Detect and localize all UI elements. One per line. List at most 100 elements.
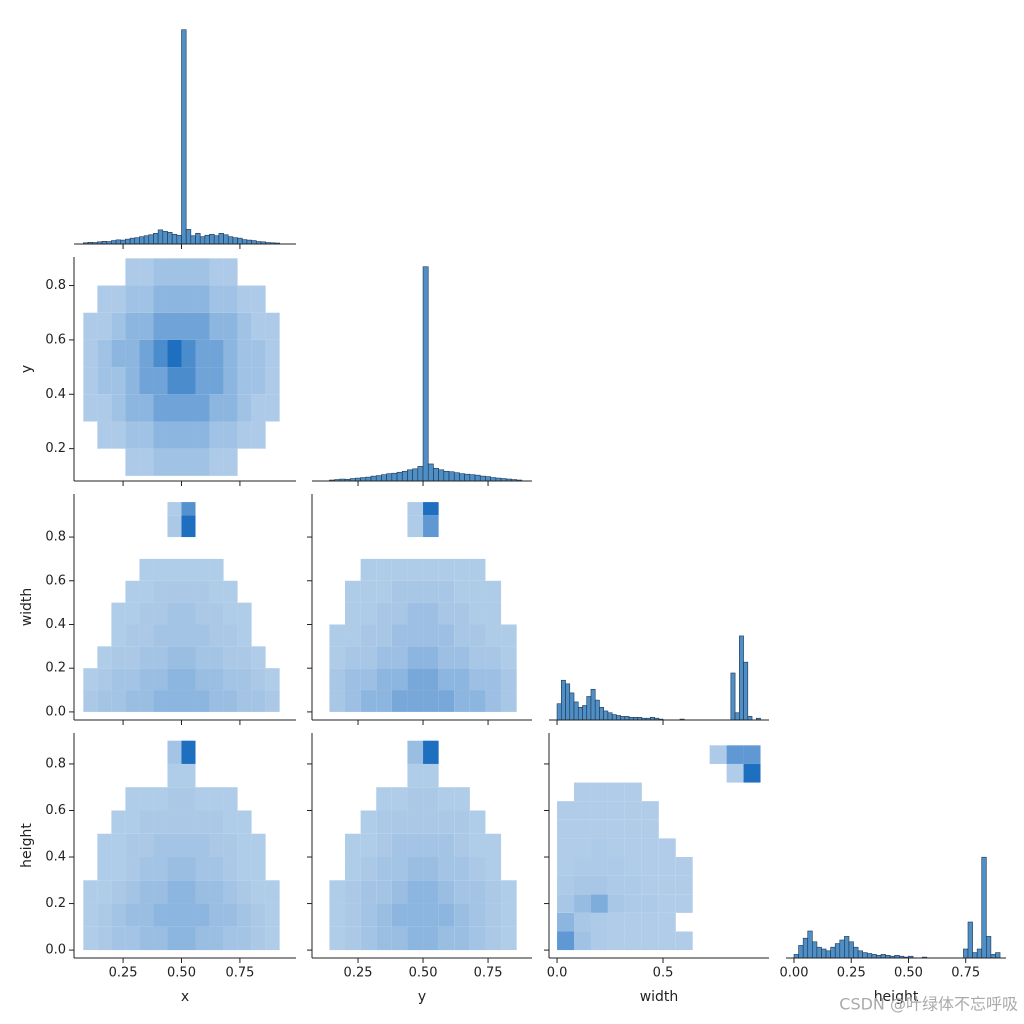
hist2d-cell — [139, 339, 154, 368]
hist2d-cell — [407, 668, 424, 691]
y-tick-label: 0.4 — [45, 850, 66, 865]
hist2d-cell — [361, 537, 377, 559]
hist2d-cell — [181, 367, 196, 395]
x-tick-label: 0.25 — [109, 966, 138, 981]
hist2d-cell — [727, 931, 744, 950]
hist2d-cell — [641, 838, 659, 858]
hist2d-cell — [642, 783, 659, 802]
hist2d-cell — [407, 646, 424, 669]
hist2d-cell — [196, 502, 210, 515]
hist2d-cell — [97, 690, 112, 712]
hist2d-cell — [167, 810, 182, 834]
hist2d-cell — [407, 857, 424, 881]
hist2d-cell — [153, 690, 168, 712]
hist2d-cell — [675, 857, 693, 876]
hist2d-cell — [423, 903, 439, 927]
hist2d-cell — [83, 367, 98, 395]
hist2d-cell — [97, 515, 111, 537]
hist2d-cell — [329, 668, 346, 691]
hist2d-cell — [125, 537, 139, 559]
hist2d-cell — [314, 581, 330, 603]
hist2d-cell — [391, 558, 408, 581]
hist2d-cell — [209, 857, 224, 881]
hist2d-cell — [237, 312, 252, 340]
hist2d-cell — [501, 810, 517, 833]
hist2d-cell — [329, 834, 345, 857]
hist2d-cell — [345, 559, 361, 581]
hist2d-cell — [181, 833, 196, 858]
hist2d-cell — [501, 646, 517, 669]
hist2d-cell — [485, 787, 501, 810]
hist2d-cell — [111, 581, 125, 603]
hist2d-cell — [407, 787, 424, 811]
bar — [223, 234, 229, 245]
y-tick-label: 0.4 — [45, 617, 66, 632]
hist2d-cell — [125, 448, 140, 476]
hist2d-cell — [181, 312, 196, 340]
x-tick-label: 0.25 — [344, 966, 373, 981]
hist2d-cell — [574, 894, 591, 913]
hist2d-cell — [181, 857, 196, 881]
hist2d-cell — [125, 903, 140, 927]
hist2d-cell — [251, 339, 266, 368]
hist2d-cell — [727, 820, 744, 839]
hist2d-cell — [111, 312, 126, 340]
bar — [582, 705, 588, 721]
y-axis-label: height — [19, 823, 35, 868]
hist2d-cell — [111, 258, 125, 285]
hist2d-cell — [209, 624, 224, 647]
hist2d-cell — [574, 764, 591, 783]
hist2d-cell — [501, 690, 517, 712]
bar — [590, 688, 596, 721]
hist2d-cell — [224, 559, 238, 581]
hist2d-cell — [238, 515, 252, 537]
x-tick-label: 0.50 — [894, 966, 923, 981]
hist2d-cell — [111, 367, 126, 395]
hist2d-cell — [251, 367, 266, 395]
hist2d-cell — [139, 764, 153, 787]
hist2d-cell — [361, 764, 377, 787]
hist2d-cell — [97, 285, 112, 313]
hist2d-cell — [345, 857, 361, 881]
hist2d-cell — [624, 875, 642, 895]
hist2d-cell — [196, 764, 210, 787]
x-axis-label: x — [181, 989, 189, 1005]
hist2d-cell — [590, 819, 608, 839]
hist2d-cell — [195, 367, 210, 395]
hist2d-cell — [125, 857, 140, 881]
bar — [479, 475, 486, 482]
bar — [199, 236, 206, 245]
hist2d-cell — [181, 448, 196, 476]
hist2d-cell — [407, 537, 423, 559]
hist2d-cell — [181, 740, 196, 764]
hist2d-cell — [83, 312, 98, 340]
hist2d-cell — [83, 668, 98, 691]
hist2d-cell — [139, 880, 154, 904]
hist2d-cell — [111, 394, 126, 422]
hist2d-cell — [454, 537, 470, 559]
hist2d-cell — [153, 810, 168, 834]
hist2d-cell — [658, 894, 676, 913]
hist2d-cell — [454, 515, 470, 537]
hist2d-cell — [314, 904, 330, 927]
hist2d-cell — [223, 903, 238, 927]
bar — [556, 703, 562, 721]
hist2d-cell — [97, 258, 111, 285]
hist2d-cell — [153, 285, 168, 313]
hist2d-cell — [167, 926, 182, 951]
hist2d-cell — [266, 449, 280, 476]
hist2d-cell — [574, 912, 591, 932]
hist2d-cell — [195, 558, 210, 581]
bar — [560, 679, 566, 721]
bar — [986, 936, 992, 959]
hist2d-cell — [517, 741, 533, 764]
hist2d-cell — [153, 857, 168, 881]
hist2d-cell — [407, 690, 424, 712]
bar — [565, 683, 571, 721]
hist2d-cell — [391, 880, 408, 904]
hist2d-cell — [265, 394, 280, 422]
bar — [825, 950, 831, 959]
hist2d-cell — [266, 834, 280, 857]
hist2d-cell — [454, 558, 470, 581]
hist2d-cell — [252, 258, 266, 285]
